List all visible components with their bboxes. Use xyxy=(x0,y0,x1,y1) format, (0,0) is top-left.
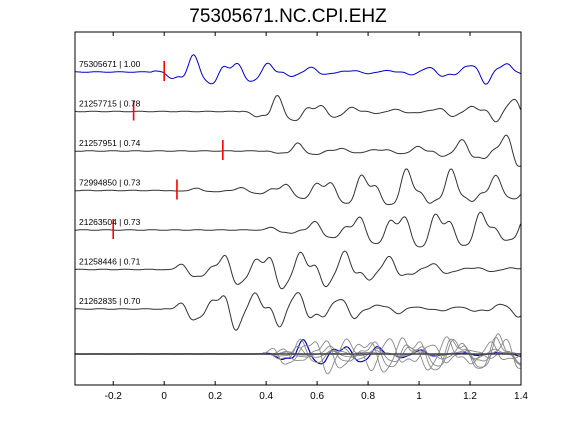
trace-line xyxy=(75,168,521,206)
trace-label: 75305671 | 1.00 xyxy=(79,59,141,69)
plot-frame xyxy=(74,31,522,386)
trace-label: 21257951 | 0.74 xyxy=(79,138,141,148)
trace-line xyxy=(75,54,521,85)
traces-group xyxy=(74,54,521,331)
chart-title: 75305671.NC.CPI.EHZ xyxy=(189,6,387,27)
trace-label: 21258446 | 0.71 xyxy=(79,257,141,267)
stack-group xyxy=(74,333,521,375)
x-tick-label: 0 xyxy=(161,391,167,402)
x-tick-label: -0.2 xyxy=(105,391,123,402)
x-tick-label: 1.2 xyxy=(463,391,477,402)
x-tick-label: 0.8 xyxy=(361,391,375,402)
x-tick-label: 1 xyxy=(416,391,422,402)
trace-line xyxy=(74,211,521,248)
x-tick-label: 0.2 xyxy=(208,391,222,402)
x-tick-label: 1.4 xyxy=(514,391,528,402)
trace-label: 72994850 | 0.73 xyxy=(79,178,141,188)
trace-label: 21262835 | 0.70 xyxy=(79,296,141,306)
trace-line xyxy=(75,134,521,167)
trace-line xyxy=(75,292,521,331)
trace-label: 21263504 | 0.73 xyxy=(79,217,141,227)
x-tick-label: 0.4 xyxy=(259,391,273,402)
trace-line xyxy=(74,95,521,123)
labels-group: 75305671 | 1.00 21257715 | 0.78 21257951 |… xyxy=(79,59,141,306)
trace-line xyxy=(74,250,521,290)
x-axis-ticks: -0.2 0 0.2 0.4 0.6 0.8 1 1.2 1.4 xyxy=(105,32,528,402)
trace-label: 21257715 | 0.78 xyxy=(79,99,141,109)
x-tick-label: 0.6 xyxy=(310,391,324,402)
